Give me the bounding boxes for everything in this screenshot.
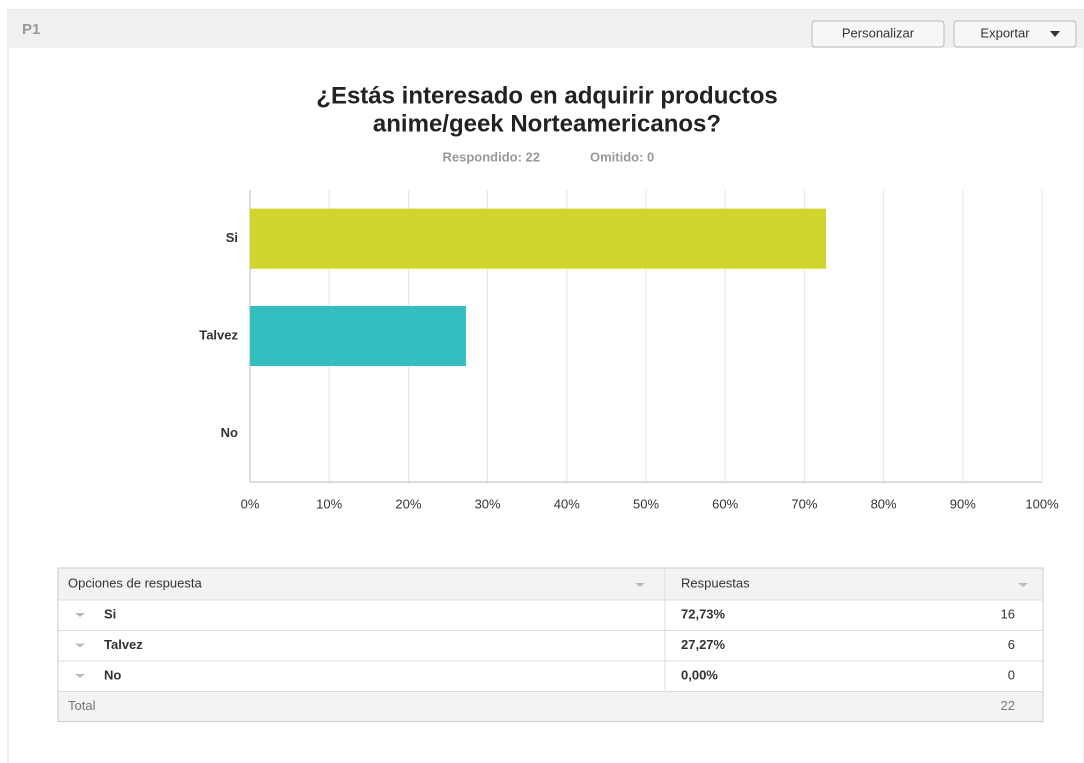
sort-arrow <box>635 583 645 587</box>
row-label: Si <box>104 606 116 621</box>
row-label: No <box>104 667 121 682</box>
x-tick-label: 70% <box>791 496 817 511</box>
bar <box>250 306 466 366</box>
question-id: P1 <box>22 21 40 38</box>
sort-arrow <box>75 643 85 648</box>
x-tick-label: 90% <box>950 496 976 511</box>
x-tick-label: 0% <box>241 496 260 511</box>
x-tick-label: 20% <box>395 496 421 511</box>
total-label: Total <box>68 698 96 713</box>
y-tick-label: Si <box>226 230 238 245</box>
row-percent: 27,27% <box>681 637 726 652</box>
dropdown-arrow <box>1050 31 1060 37</box>
export-button[interactable] <box>953 20 1077 48</box>
row-label: Talvez <box>104 637 143 652</box>
x-tick-label: 50% <box>633 496 659 511</box>
skipped: Omitido: 0 <box>590 149 654 164</box>
row-percent: 0,00% <box>681 667 718 682</box>
chart-title: anime/geek Norteamericanos? <box>373 110 721 137</box>
total-count: 22 <box>1001 698 1015 713</box>
answered: Respondido: 22 <box>442 149 540 164</box>
customize-label[interactable]: Personalizar <box>842 25 915 40</box>
row-percent: 72,73% <box>681 606 726 621</box>
row-count: 0 <box>1008 667 1015 682</box>
sort-arrow <box>1018 583 1028 587</box>
row-count: 6 <box>1008 637 1015 652</box>
y-tick-label: Talvez <box>199 327 238 342</box>
x-tick-label: 80% <box>871 496 897 511</box>
sort-arrow <box>75 613 85 617</box>
sort-arrow <box>75 674 85 678</box>
column-header: Respuestas <box>681 575 750 590</box>
x-tick-label: 10% <box>316 496 342 511</box>
y-tick-label: No <box>221 425 238 440</box>
table-header <box>57 567 1044 601</box>
customize-button[interactable] <box>811 20 945 48</box>
x-tick-label: 100% <box>1025 496 1059 511</box>
x-tick-label: 30% <box>475 496 501 511</box>
column-header: Opciones de respuesta <box>68 575 202 590</box>
x-tick-label: 60% <box>712 496 738 511</box>
table-total <box>57 691 1044 722</box>
row-count: 16 <box>1001 606 1015 621</box>
table-border <box>57 567 1044 722</box>
chart-title: ¿Estás interesado en adquirir productos <box>316 82 777 109</box>
bar <box>250 208 827 269</box>
export-label[interactable]: Exportar <box>980 25 1030 40</box>
x-tick-label: 40% <box>554 496 580 511</box>
